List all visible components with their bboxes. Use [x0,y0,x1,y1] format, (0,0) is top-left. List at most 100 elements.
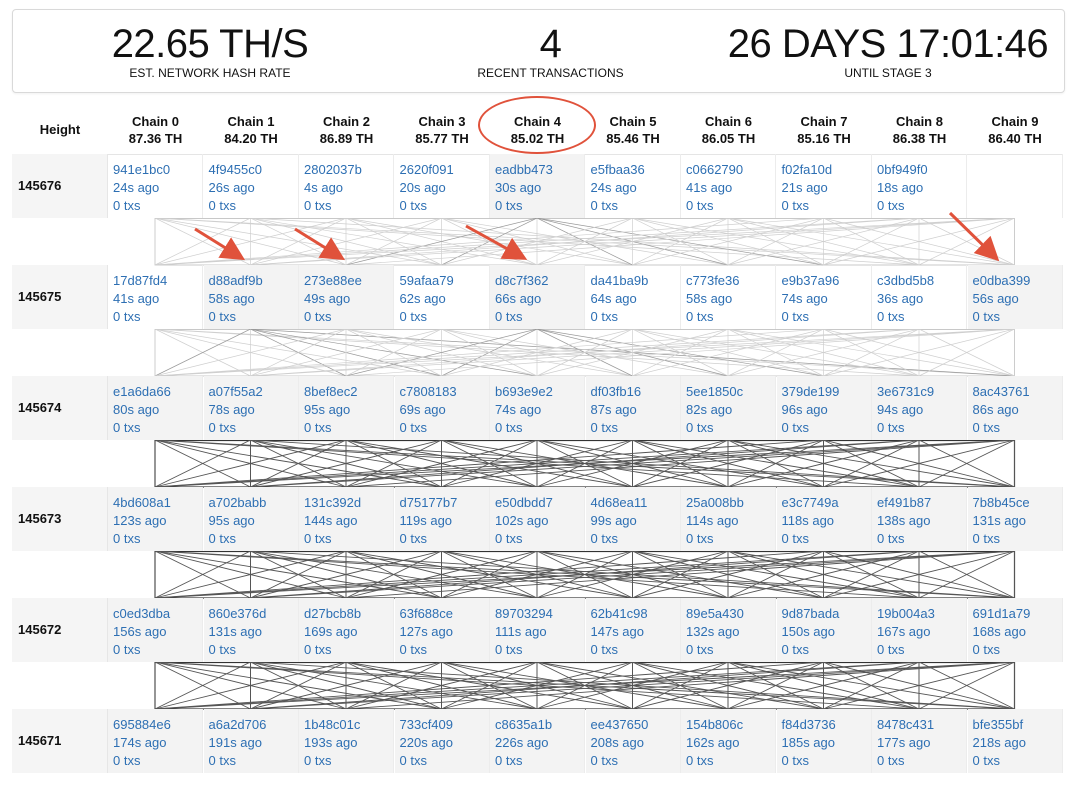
block-cell[interactable]: d8c7f362 66s ago 0 txs [490,265,585,329]
block-cell[interactable]: c3dbd5b8 36s ago 0 txs [872,265,967,329]
block-cell[interactable]: e0dba399 56s ago 0 txs [967,265,1063,329]
block-cell[interactable]: 941e1bc0 24s ago 0 txs [108,154,203,218]
block-cell[interactable]: 8bef8ec2 95s ago 0 txs [299,376,394,440]
block-cell[interactable]: 89e5a430 132s ago 0 txs [681,598,776,662]
block-cell[interactable]: d27bcb8b 169s ago 0 txs [299,598,394,662]
block-hash-link[interactable]: 25a008bb [686,495,744,510]
block-cell[interactable]: bfe355bf 218s ago 0 txs [967,709,1063,773]
block-hash-link[interactable]: bfe355bf [972,717,1024,732]
block-hash-link[interactable]: 2620f091 [399,162,454,177]
block-cell[interactable]: a07f55a2 78s ago 0 txs [203,376,299,440]
block-cell[interactable]: 59afaa79 62s ago 0 txs [395,265,490,329]
block-cell[interactable]: c7808183 69s ago 0 txs [394,376,490,440]
block-hash-link[interactable]: 4f9455c0 [208,162,263,177]
block-hash-link[interactable]: 4bd608a1 [113,495,171,510]
block-cell[interactable]: d75177b7 119s ago 0 txs [394,487,490,551]
block-hash-link[interactable]: 17d87fd4 [113,273,168,288]
block-cell[interactable]: d88adf9b 58s ago 0 txs [203,265,299,329]
block-hash-link[interactable]: 19b004a3 [877,606,935,621]
block-hash-link[interactable]: a6a2d706 [208,717,267,732]
block-cell[interactable]: 9d87bada 150s ago 0 txs [776,598,872,662]
block-hash-link[interactable]: 63f688ce [399,606,454,621]
block-hash-link[interactable]: 379de199 [781,384,840,399]
block-hash-link[interactable]: 154b806c [686,717,744,732]
block-hash-link[interactable]: e0dba399 [972,273,1031,288]
block-hash-link[interactable]: e50dbdd7 [495,495,553,510]
block-cell[interactable]: 17d87fd4 41s ago 0 txs [108,265,203,329]
block-hash-link[interactable]: c0662790 [686,162,744,177]
block-hash-link[interactable]: 131c392d [304,495,362,510]
block-hash-link[interactable]: 62b41c98 [590,606,648,621]
block-hash-link[interactable]: a07f55a2 [208,384,263,399]
block-hash-link[interactable]: c3dbd5b8 [877,273,935,288]
block-cell[interactable]: 695884e6 174s ago 0 txs [108,709,203,773]
block-hash-link[interactable]: f02fa10d [781,162,833,177]
block-cell[interactable]: df03fb16 87s ago 0 txs [585,376,681,440]
block-hash-link[interactable]: b693e9e2 [495,384,553,399]
block-cell[interactable]: 733cf409 220s ago 0 txs [394,709,490,773]
block-cell[interactable]: a6a2d706 191s ago 0 txs [203,709,299,773]
block-hash-link[interactable]: e1a6da66 [113,384,171,399]
block-hash-link[interactable]: 691d1a79 [972,606,1031,621]
block-hash-link[interactable]: ee437650 [590,717,649,732]
block-hash-link[interactable]: 5ee1850c [686,384,744,399]
block-cell[interactable]: 19b004a3 167s ago 0 txs [872,598,967,662]
block-cell[interactable]: 8478c431 177s ago 0 txs [872,709,967,773]
block-hash-link[interactable]: 4d68ea11 [590,495,648,510]
block-cell[interactable]: 131c392d 144s ago 0 txs [299,487,394,551]
block-cell[interactable]: 7b8b45ce 131s ago 0 txs [967,487,1063,551]
block-hash-link[interactable]: 860e376d [208,606,267,621]
block-cell[interactable]: c8635a1b 226s ago 0 txs [490,709,585,773]
block-cell[interactable]: ee437650 208s ago 0 txs [585,709,681,773]
block-cell[interactable]: e9b37a96 74s ago 0 txs [777,265,872,329]
block-cell[interactable]: 273e88ee 49s ago 0 txs [299,265,394,329]
block-hash-link[interactable]: 3e6731c9 [877,384,935,399]
block-hash-link[interactable]: 8478c431 [877,717,935,732]
block-hash-link[interactable]: eadbb473 [495,162,553,177]
block-hash-link[interactable]: 9d87bada [781,606,840,621]
block-cell[interactable]: 0bf949f0 18s ago 0 txs [872,154,967,218]
block-hash-link[interactable]: da41ba9b [590,273,649,288]
block-hash-link[interactable]: c773fe36 [686,273,740,288]
block-cell[interactable]: 62b41c98 147s ago 0 txs [585,598,681,662]
block-cell[interactable]: f02fa10d 21s ago 0 txs [777,154,872,218]
block-hash-link[interactable]: c8635a1b [495,717,553,732]
block-cell[interactable]: 860e376d 131s ago 0 txs [203,598,299,662]
block-hash-link[interactable]: d27bcb8b [304,606,362,621]
block-hash-link[interactable]: f84d3736 [781,717,836,732]
block-hash-link[interactable]: df03fb16 [590,384,642,399]
block-cell[interactable]: 154b806c 162s ago 0 txs [681,709,776,773]
block-cell[interactable]: 4d68ea11 99s ago 0 txs [585,487,681,551]
block-hash-link[interactable]: e9b37a96 [781,273,840,288]
block-hash-link[interactable]: 89703294 [495,606,553,621]
block-hash-link[interactable]: d88adf9b [208,273,263,288]
block-cell[interactable]: 4f9455c0 26s ago 0 txs [204,154,299,218]
block-cell[interactable]: 1b48c01c 193s ago 0 txs [299,709,394,773]
block-hash-link[interactable]: d75177b7 [399,495,458,510]
block-cell[interactable]: 5ee1850c 82s ago 0 txs [681,376,776,440]
block-hash-link[interactable]: 89e5a430 [686,606,744,621]
block-cell[interactable]: 25a008bb 114s ago 0 txs [681,487,776,551]
block-hash-link[interactable]: 0bf949f0 [877,162,928,177]
block-cell[interactable]: a702babb 95s ago 0 txs [203,487,299,551]
block-hash-link[interactable]: 695884e6 [113,717,171,732]
block-cell[interactable]: ef491b87 138s ago 0 txs [872,487,967,551]
block-cell[interactable]: 63f688ce 127s ago 0 txs [394,598,490,662]
block-hash-link[interactable]: 273e88ee [304,273,362,288]
block-hash-link[interactable]: 8ac43761 [972,384,1030,399]
block-hash-link[interactable]: d8c7f362 [495,273,549,288]
block-cell[interactable]: da41ba9b 64s ago 0 txs [586,265,681,329]
block-hash-link[interactable]: ef491b87 [877,495,932,510]
block-cell[interactable]: 89703294 111s ago 0 txs [490,598,585,662]
block-hash-link[interactable]: a702babb [208,495,267,510]
block-hash-link[interactable]: 2802037b [304,162,362,177]
block-hash-link[interactable]: 1b48c01c [304,717,361,732]
block-hash-link[interactable]: 8bef8ec2 [304,384,358,399]
block-cell[interactable]: e50dbdd7 102s ago 0 txs [490,487,585,551]
block-cell[interactable]: c0ed3dba 156s ago 0 txs [108,598,203,662]
block-hash-link[interactable]: e3c7749a [781,495,839,510]
block-cell[interactable]: f84d3736 185s ago 0 txs [776,709,872,773]
block-cell[interactable]: 3e6731c9 94s ago 0 txs [872,376,967,440]
block-cell[interactable]: e3c7749a 118s ago 0 txs [776,487,872,551]
block-hash-link[interactable]: e5fbaa36 [590,162,645,177]
